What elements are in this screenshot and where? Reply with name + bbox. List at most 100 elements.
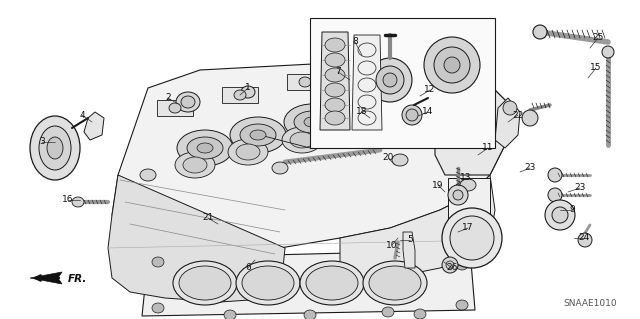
Ellipse shape xyxy=(325,68,345,82)
Ellipse shape xyxy=(460,179,476,191)
Ellipse shape xyxy=(39,126,71,170)
Ellipse shape xyxy=(176,92,200,112)
FancyBboxPatch shape xyxy=(310,18,495,148)
Ellipse shape xyxy=(181,96,195,108)
Ellipse shape xyxy=(448,185,468,205)
Ellipse shape xyxy=(578,233,592,247)
Text: 22: 22 xyxy=(513,110,524,120)
Ellipse shape xyxy=(234,90,246,100)
Text: 13: 13 xyxy=(460,174,472,182)
Text: 18: 18 xyxy=(356,108,368,116)
Ellipse shape xyxy=(434,47,470,83)
Text: 21: 21 xyxy=(202,213,214,222)
Text: 8: 8 xyxy=(352,38,358,47)
Ellipse shape xyxy=(503,101,517,115)
Polygon shape xyxy=(84,112,104,140)
Text: 2: 2 xyxy=(165,93,171,102)
Ellipse shape xyxy=(230,117,286,153)
Ellipse shape xyxy=(236,261,300,305)
Ellipse shape xyxy=(284,104,340,140)
Ellipse shape xyxy=(533,25,547,39)
Ellipse shape xyxy=(179,266,231,300)
Ellipse shape xyxy=(392,154,408,166)
Ellipse shape xyxy=(368,58,412,102)
Ellipse shape xyxy=(414,73,426,83)
Text: SNAAE1010: SNAAE1010 xyxy=(563,299,617,308)
Ellipse shape xyxy=(325,98,345,112)
Polygon shape xyxy=(340,175,495,288)
Polygon shape xyxy=(402,70,438,86)
Ellipse shape xyxy=(272,162,288,174)
Ellipse shape xyxy=(325,83,345,97)
Polygon shape xyxy=(435,85,510,175)
Polygon shape xyxy=(448,178,490,220)
Ellipse shape xyxy=(383,73,397,87)
Ellipse shape xyxy=(363,261,427,305)
Ellipse shape xyxy=(347,99,383,121)
Ellipse shape xyxy=(364,67,376,77)
Ellipse shape xyxy=(369,266,421,300)
Polygon shape xyxy=(287,74,323,90)
Ellipse shape xyxy=(446,261,454,269)
Ellipse shape xyxy=(522,110,538,126)
Text: 7: 7 xyxy=(335,68,341,77)
Ellipse shape xyxy=(306,266,358,300)
Ellipse shape xyxy=(402,105,422,125)
Text: 11: 11 xyxy=(483,144,493,152)
Ellipse shape xyxy=(456,300,468,310)
Ellipse shape xyxy=(545,200,575,230)
Text: 23: 23 xyxy=(574,183,586,192)
Ellipse shape xyxy=(456,260,468,270)
Text: 15: 15 xyxy=(590,63,602,72)
Text: 9: 9 xyxy=(569,205,575,214)
Polygon shape xyxy=(352,35,382,130)
Text: 14: 14 xyxy=(422,108,434,116)
Ellipse shape xyxy=(241,86,255,98)
Ellipse shape xyxy=(183,157,207,173)
Ellipse shape xyxy=(294,111,330,133)
Ellipse shape xyxy=(152,303,164,313)
Text: 19: 19 xyxy=(432,181,444,189)
Ellipse shape xyxy=(224,310,236,319)
Ellipse shape xyxy=(376,66,404,94)
Ellipse shape xyxy=(72,197,84,207)
Ellipse shape xyxy=(325,53,345,67)
Ellipse shape xyxy=(47,137,63,159)
Ellipse shape xyxy=(325,38,345,52)
Ellipse shape xyxy=(424,37,480,93)
Ellipse shape xyxy=(152,257,164,267)
Ellipse shape xyxy=(197,143,213,153)
Polygon shape xyxy=(495,98,520,148)
Text: 3: 3 xyxy=(39,137,45,146)
Ellipse shape xyxy=(169,103,181,113)
Text: 10: 10 xyxy=(387,241,397,249)
Text: 23: 23 xyxy=(524,164,536,173)
Ellipse shape xyxy=(442,257,458,273)
Text: 1: 1 xyxy=(245,84,251,93)
Ellipse shape xyxy=(173,261,237,305)
Ellipse shape xyxy=(337,92,393,128)
Text: 16: 16 xyxy=(62,196,74,204)
Polygon shape xyxy=(320,32,350,130)
Polygon shape xyxy=(352,64,388,80)
Polygon shape xyxy=(403,232,415,268)
Ellipse shape xyxy=(548,188,562,202)
Polygon shape xyxy=(30,272,62,284)
Ellipse shape xyxy=(548,168,562,182)
Ellipse shape xyxy=(304,117,320,127)
Ellipse shape xyxy=(242,266,294,300)
Ellipse shape xyxy=(453,190,463,200)
Ellipse shape xyxy=(177,130,233,166)
Ellipse shape xyxy=(299,77,311,87)
Ellipse shape xyxy=(304,310,316,319)
Text: FR.: FR. xyxy=(68,274,88,284)
Ellipse shape xyxy=(140,169,156,181)
Ellipse shape xyxy=(236,144,260,160)
Ellipse shape xyxy=(325,111,345,125)
Polygon shape xyxy=(157,100,193,116)
Text: 26: 26 xyxy=(446,263,458,272)
Ellipse shape xyxy=(343,120,367,136)
Ellipse shape xyxy=(187,137,223,159)
Ellipse shape xyxy=(414,309,426,319)
Text: 12: 12 xyxy=(424,85,436,94)
